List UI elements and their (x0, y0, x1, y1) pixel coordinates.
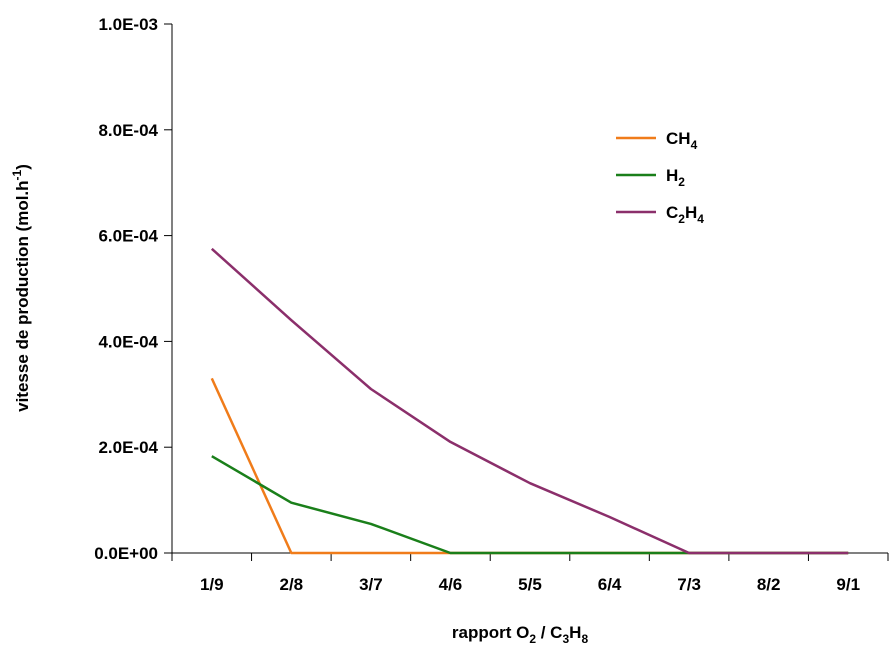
x-tick-label: 9/1 (836, 575, 860, 594)
series-line-c2h4 (210, 247, 849, 555)
legend-label: CH4 (666, 129, 698, 152)
x-tick-label: 2/8 (280, 575, 304, 594)
y-tick-label: 8.0E-04 (98, 121, 158, 140)
y-tick-label: 2.0E-04 (98, 438, 158, 457)
y-axis-title: vitesse de production (mol.h-1) (10, 164, 32, 412)
legend: CH4 H2 C2H4 (616, 129, 704, 226)
series-lines (210, 247, 849, 555)
x-tick-label: 1/9 (200, 575, 224, 594)
legend-label: H2 (666, 166, 685, 189)
x-axis-ticks: 1/9 2/8 3/7 4/6 5/5 6/4 7/3 8/2 9/1 (171, 553, 889, 594)
x-tick-label: 6/4 (598, 575, 622, 594)
series-line-h2 (211, 455, 849, 555)
x-tick-label: 7/3 (677, 575, 701, 594)
y-tick-label: 6.0E-04 (98, 227, 158, 246)
x-tick-label: 5/5 (518, 575, 542, 594)
y-tick-label: 1.0E-03 (98, 15, 158, 34)
y-axis-ticks: 0.0E+00 2.0E-04 4.0E-04 6.0E-04 8.0E-04 1.0E-… (94, 15, 172, 563)
x-tick-label: 4/6 (439, 575, 463, 594)
x-axis-title: rapport O2 / C3H8 (452, 623, 589, 646)
y-tick-label: 0.0E+00 (94, 544, 158, 563)
series-line-ch4 (210, 377, 849, 555)
x-tick-label: 3/7 (359, 575, 383, 594)
x-tick-label: 8/2 (757, 575, 781, 594)
y-tick-label: 4.0E-04 (98, 332, 158, 351)
legend-label: C2H4 (666, 203, 704, 226)
plot-area (171, 24, 888, 554)
